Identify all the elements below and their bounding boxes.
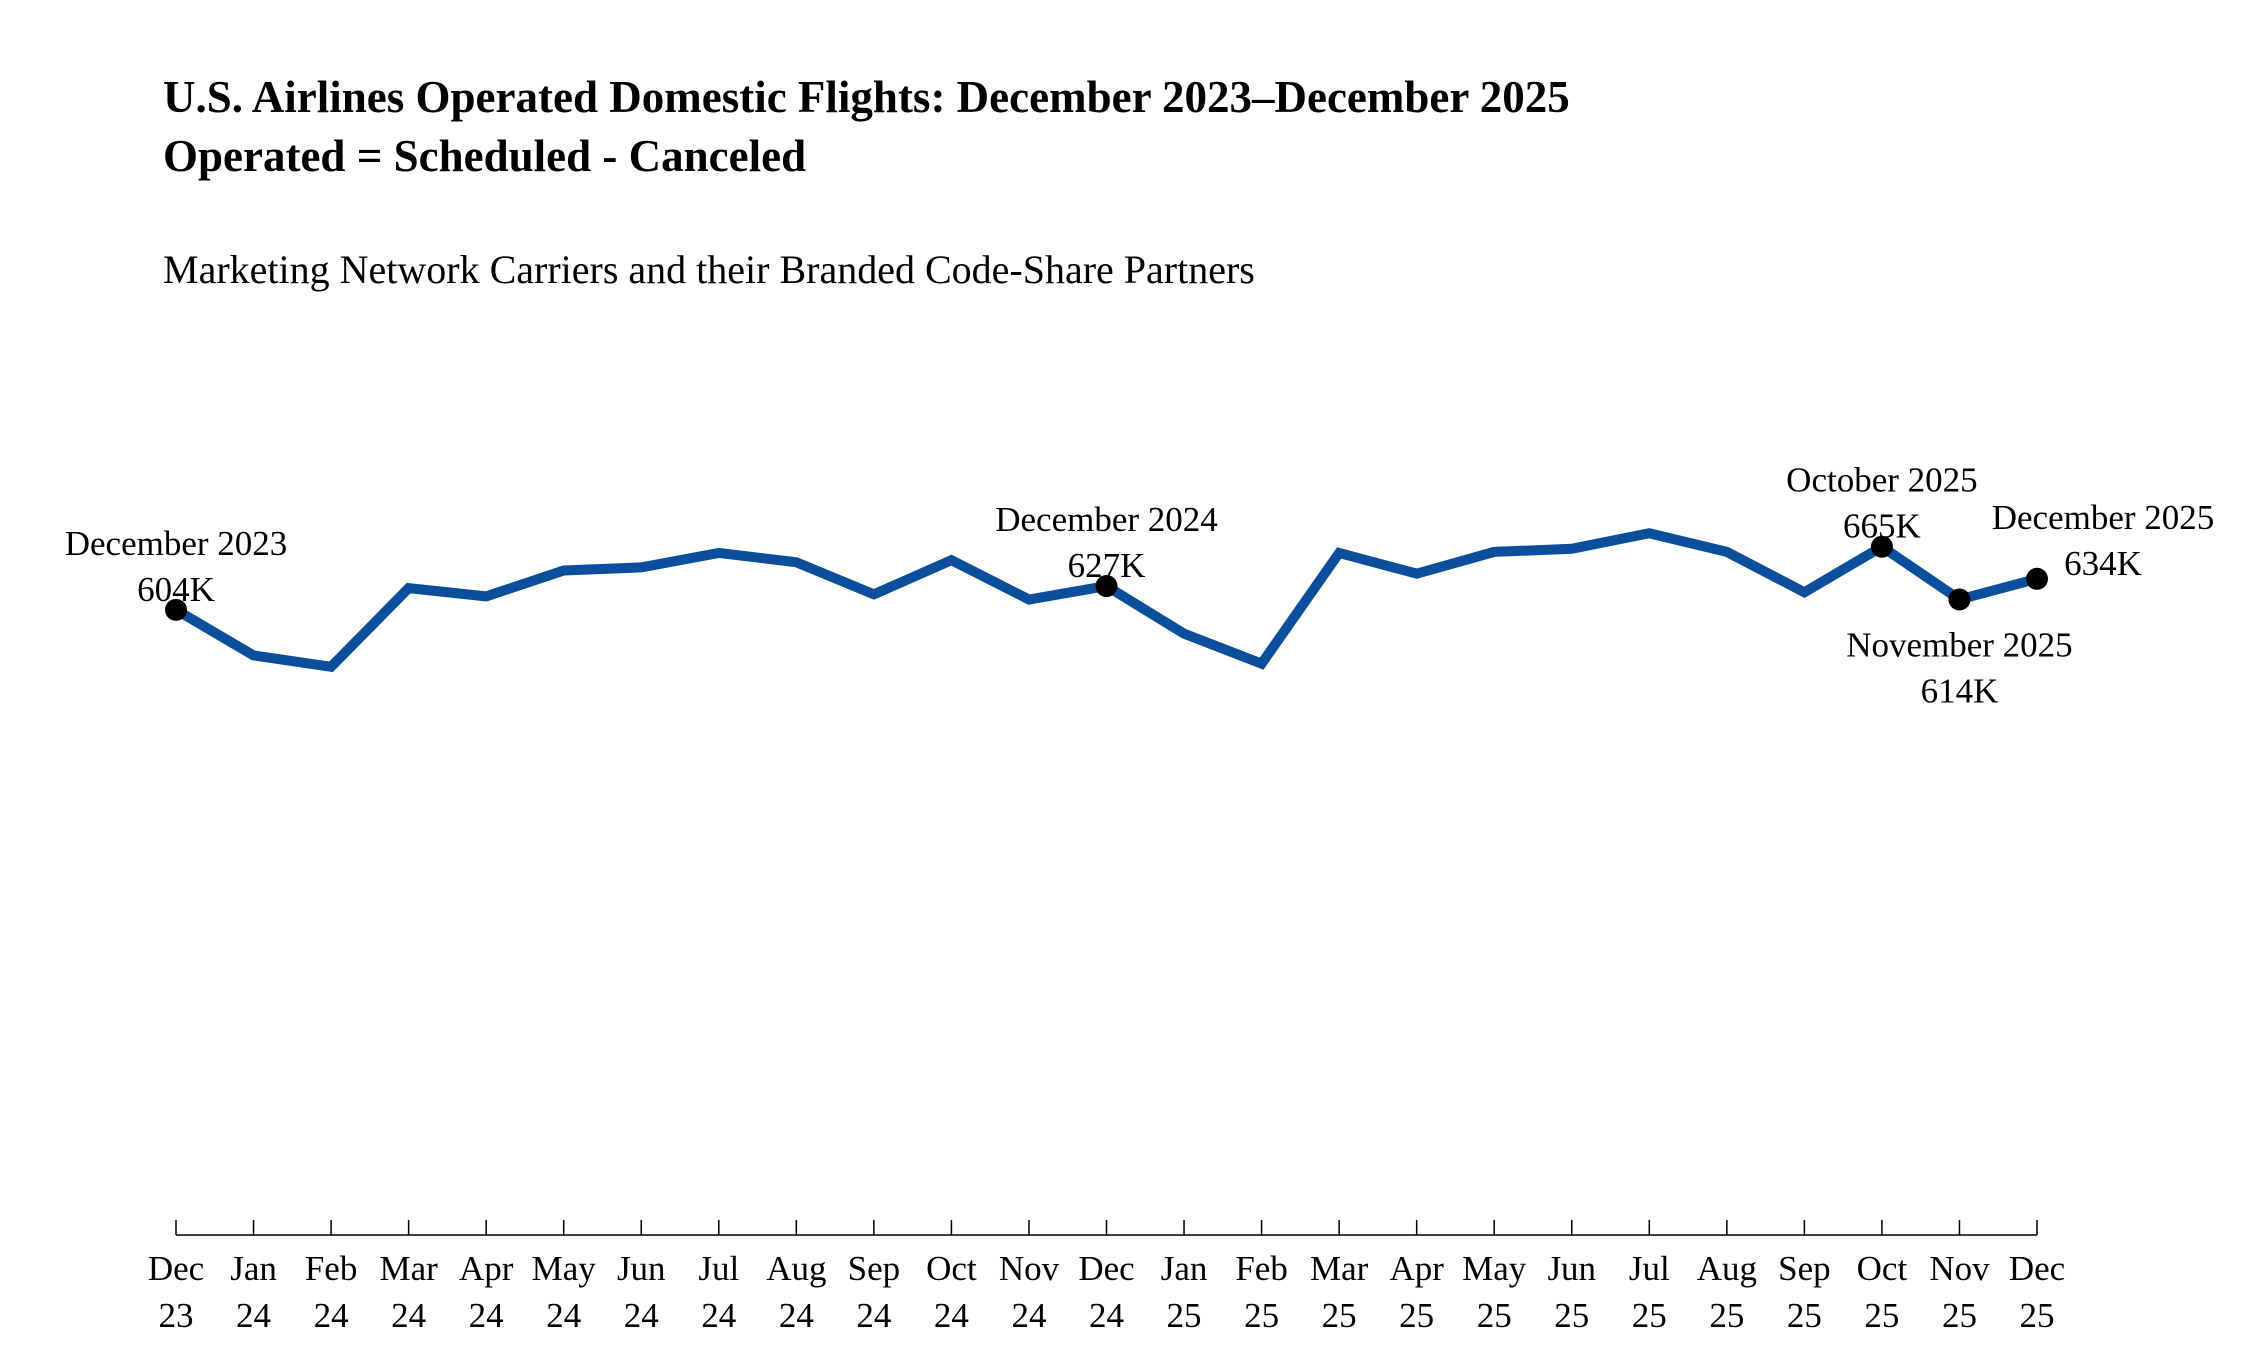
- annotation-label: December 2024: [995, 500, 1218, 539]
- x-tick-label-month: Sep: [848, 1249, 901, 1288]
- x-tick-label-year: 24: [391, 1296, 426, 1335]
- x-tick-label-year: 25: [1632, 1296, 1667, 1335]
- x-tick-label-month: Jun: [1547, 1249, 1596, 1288]
- x-tick-label-year: 24: [1089, 1296, 1124, 1335]
- x-tick-label-month: Oct: [926, 1249, 977, 1288]
- x-tick-label-month: Jul: [1629, 1249, 1670, 1288]
- x-tick-label-year: 25: [1167, 1296, 1202, 1335]
- x-tick-label-year: 23: [159, 1296, 194, 1335]
- x-tick-label-year: 25: [1399, 1296, 1434, 1335]
- annotation-label: December 2025: [1992, 498, 2215, 537]
- data-point-marker: [165, 598, 187, 621]
- x-tick-label-month: Jan: [230, 1249, 277, 1288]
- x-tick-label-year: 24: [779, 1296, 814, 1335]
- x-tick-label-month: Feb: [305, 1249, 358, 1288]
- x-tick-label-month: Jul: [698, 1249, 739, 1288]
- annotations: December 2023 604K December 2024 627K Octobe…: [65, 461, 2215, 711]
- x-tick-label-month: Apr: [459, 1249, 514, 1288]
- chart-title: U.S. Airlines Operated Domestic Flights:…: [163, 72, 1570, 122]
- x-tick-label-year: 24: [314, 1296, 349, 1335]
- data-point-marker: [1870, 535, 1893, 558]
- x-tick-label-year: 24: [701, 1296, 736, 1335]
- x-tick-label-year: 25: [1709, 1296, 1744, 1335]
- x-tick-label-year: 25: [1554, 1296, 1589, 1335]
- data-point-marker: [2026, 567, 2048, 590]
- x-tick-label-month: May: [532, 1249, 597, 1288]
- x-tick-label-month: Mar: [1310, 1249, 1369, 1288]
- annotation-value: 604K: [137, 570, 215, 609]
- x-tick-label-month: Apr: [1389, 1249, 1444, 1288]
- annotation-value: 634K: [2064, 544, 2142, 583]
- chart-subtitle: Marketing Network Carriers and their Bra…: [163, 247, 1255, 292]
- x-tick-label-year: 24: [546, 1296, 581, 1335]
- annotation-label: December 2023: [65, 524, 288, 563]
- x-tick-label-year: 25: [1787, 1296, 1822, 1335]
- x-tick-label-year: 25: [1864, 1296, 1899, 1335]
- x-tick-label-year: 24: [624, 1296, 659, 1335]
- x-tick-label-year: 24: [856, 1296, 891, 1335]
- x-tick-label-year: 25: [1322, 1296, 1357, 1335]
- data-point-marker: [1095, 575, 1118, 598]
- data-point-marker: [1948, 588, 1971, 611]
- x-tick-label-year: 25: [1244, 1296, 1279, 1335]
- x-tick-label-month: Dec: [2009, 1249, 2065, 1288]
- x-axis: Dec 23 Jan 24 Feb 24 Mar 24 Apr 24 May 24 Jun 24 Jul 24…: [148, 1220, 2065, 1335]
- x-tick-label-month: Aug: [766, 1249, 826, 1288]
- x-tick-label-month: Aug: [1697, 1249, 1757, 1288]
- x-tick-label-month: Jun: [617, 1249, 666, 1288]
- annotation-label: October 2025: [1786, 461, 1977, 500]
- x-tick-label-month: Nov: [1929, 1249, 1990, 1288]
- x-tick-label-year: 25: [2020, 1296, 2055, 1335]
- x-tick-label-month: Feb: [1235, 1249, 1288, 1288]
- annotation-label: November 2025: [1846, 626, 2072, 665]
- x-tick-label-month: Mar: [379, 1249, 438, 1288]
- x-tick-label-month: Oct: [1857, 1249, 1908, 1288]
- annotation-value: 665K: [1843, 507, 1921, 546]
- annotation-value: 614K: [1921, 672, 1999, 711]
- x-tick-label-month: Dec: [148, 1249, 204, 1288]
- x-tick-label-month: May: [1462, 1249, 1527, 1288]
- annotation-value: 627K: [1068, 546, 1146, 585]
- x-tick-label-year: 24: [469, 1296, 504, 1335]
- chart-title-line2: Operated = Scheduled - Canceled: [163, 131, 806, 181]
- x-tick-label-year: 24: [236, 1296, 271, 1335]
- x-tick-label-year: 25: [1942, 1296, 1977, 1335]
- x-tick-label-year: 24: [1011, 1296, 1046, 1335]
- x-tick-label-month: Sep: [1778, 1249, 1831, 1288]
- x-tick-label-month: Nov: [999, 1249, 1060, 1288]
- x-tick-label-year: 25: [1477, 1296, 1512, 1335]
- x-tick-label-month: Jan: [1161, 1249, 1208, 1288]
- x-tick-label-year: 24: [934, 1296, 969, 1335]
- x-tick-label-month: Dec: [1078, 1249, 1134, 1288]
